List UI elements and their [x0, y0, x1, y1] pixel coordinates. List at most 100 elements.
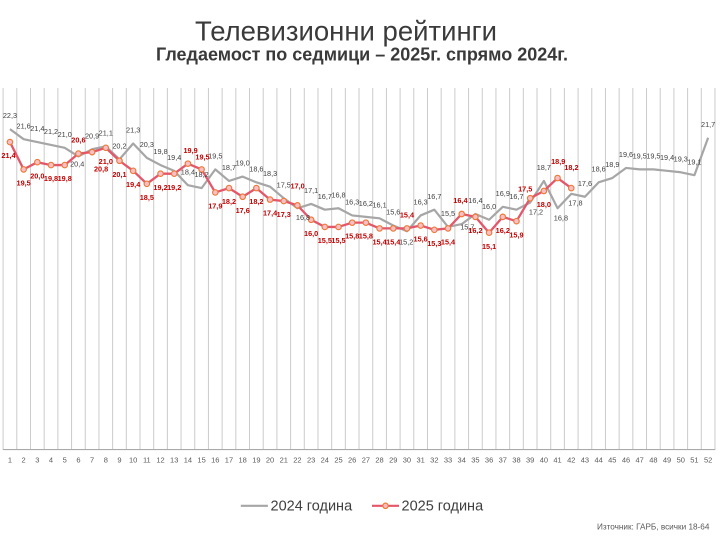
svg-text:15,6: 15,6: [414, 235, 428, 244]
svg-text:15,1: 15,1: [482, 242, 496, 251]
svg-text:19,8: 19,8: [44, 174, 58, 183]
svg-text:32: 32: [430, 456, 438, 465]
svg-text:18,0: 18,0: [537, 200, 551, 209]
svg-text:14: 14: [184, 456, 192, 465]
svg-text:19,0: 19,0: [236, 159, 250, 168]
svg-text:26: 26: [348, 456, 356, 465]
svg-text:29: 29: [389, 456, 397, 465]
svg-text:17,5: 17,5: [518, 185, 532, 194]
svg-text:15,4: 15,4: [372, 237, 387, 246]
svg-text:16: 16: [211, 456, 219, 465]
svg-text:21,1: 21,1: [99, 128, 113, 137]
svg-text:16,2: 16,2: [359, 199, 373, 208]
svg-text:52: 52: [704, 456, 712, 465]
svg-text:18,6: 18,6: [249, 164, 263, 173]
svg-text:22,3: 22,3: [3, 111, 17, 120]
svg-text:19,3: 19,3: [674, 154, 688, 163]
svg-text:34: 34: [458, 456, 466, 465]
svg-text:12: 12: [156, 456, 164, 465]
svg-text:16,1: 16,1: [372, 200, 386, 209]
svg-text:21,4: 21,4: [30, 124, 44, 133]
svg-text:18,2: 18,2: [194, 170, 208, 179]
svg-text:16,4: 16,4: [468, 196, 482, 205]
svg-text:18,2: 18,2: [249, 197, 263, 206]
svg-text:19,4: 19,4: [660, 153, 674, 162]
svg-text:1: 1: [8, 456, 12, 465]
svg-text:17,0: 17,0: [290, 182, 304, 191]
svg-text:18,2: 18,2: [564, 163, 578, 172]
svg-text:8: 8: [104, 456, 108, 465]
svg-text:21,0: 21,0: [99, 157, 113, 166]
svg-text:16,8: 16,8: [554, 214, 568, 223]
svg-text:19,4: 19,4: [126, 180, 141, 189]
svg-text:16,3: 16,3: [414, 198, 428, 207]
svg-text:42: 42: [567, 456, 575, 465]
svg-text:15,4: 15,4: [400, 210, 415, 219]
svg-text:15,5: 15,5: [331, 236, 345, 245]
svg-text:24: 24: [321, 456, 329, 465]
svg-text:Източник: ГАРБ, всички 18-64: Източник: ГАРБ, всички 18-64: [597, 523, 710, 532]
svg-text:47: 47: [636, 456, 644, 465]
svg-text:41: 41: [553, 456, 561, 465]
svg-text:15,4: 15,4: [441, 237, 456, 246]
svg-text:17,3: 17,3: [277, 210, 291, 219]
svg-text:19,8: 19,8: [58, 174, 72, 183]
svg-text:28: 28: [375, 456, 383, 465]
svg-text:18,9: 18,9: [605, 160, 619, 169]
svg-text:19,1: 19,1: [687, 157, 701, 166]
svg-text:5: 5: [63, 456, 67, 465]
svg-text:15,8: 15,8: [345, 232, 359, 241]
svg-text:15,5: 15,5: [441, 209, 455, 218]
svg-text:20: 20: [266, 456, 274, 465]
svg-text:27: 27: [362, 456, 370, 465]
svg-text:25: 25: [334, 456, 342, 465]
svg-text:38: 38: [512, 456, 520, 465]
svg-text:15,2: 15,2: [399, 237, 413, 246]
svg-text:18: 18: [238, 456, 246, 465]
svg-text:21,3: 21,3: [126, 126, 140, 135]
svg-text:16,4: 16,4: [453, 196, 468, 205]
svg-text:19,6: 19,6: [619, 150, 633, 159]
svg-text:15,5: 15,5: [318, 236, 332, 245]
svg-text:6: 6: [76, 456, 80, 465]
svg-text:19,8: 19,8: [153, 147, 167, 156]
svg-text:49: 49: [663, 456, 671, 465]
svg-text:40: 40: [540, 456, 548, 465]
svg-text:19,5: 19,5: [633, 151, 647, 160]
svg-text:19,9: 19,9: [183, 146, 197, 155]
svg-text:21,6: 21,6: [17, 121, 31, 130]
svg-text:10: 10: [129, 456, 137, 465]
svg-text:2025 година: 2025 година: [402, 498, 485, 514]
svg-text:31: 31: [416, 456, 424, 465]
svg-text:16,8: 16,8: [296, 213, 310, 222]
svg-text:20,3: 20,3: [140, 140, 154, 149]
svg-text:15,7: 15,7: [460, 223, 474, 232]
svg-text:36: 36: [485, 456, 493, 465]
svg-text:51: 51: [690, 456, 698, 465]
svg-text:16,7: 16,7: [318, 192, 332, 201]
svg-text:7: 7: [90, 456, 94, 465]
svg-text:22: 22: [293, 456, 301, 465]
svg-text:9: 9: [117, 456, 121, 465]
svg-text:39: 39: [526, 456, 534, 465]
svg-text:33: 33: [444, 456, 452, 465]
svg-text:17,5: 17,5: [277, 180, 291, 189]
svg-text:15: 15: [197, 456, 205, 465]
svg-text:18,6: 18,6: [592, 164, 606, 173]
svg-text:20,9: 20,9: [85, 131, 99, 140]
svg-text:23: 23: [307, 456, 315, 465]
svg-text:30: 30: [403, 456, 411, 465]
svg-text:3: 3: [35, 456, 39, 465]
svg-text:35: 35: [471, 456, 479, 465]
svg-text:16,2: 16,2: [468, 226, 482, 235]
svg-text:Гледаемост по седмици – 2025г.: Гледаемост по седмици – 2025г. спрямо 20…: [156, 45, 568, 65]
svg-text:19,5: 19,5: [17, 178, 31, 187]
svg-text:2024 година: 2024 година: [271, 498, 354, 514]
svg-text:18,9: 18,9: [551, 157, 565, 166]
svg-text:20,2: 20,2: [112, 141, 126, 150]
svg-text:37: 37: [499, 456, 507, 465]
svg-text:16,7: 16,7: [509, 192, 523, 201]
svg-text:18,3: 18,3: [263, 169, 277, 178]
svg-text:20,8: 20,8: [94, 165, 108, 174]
svg-text:21,7: 21,7: [701, 120, 715, 129]
